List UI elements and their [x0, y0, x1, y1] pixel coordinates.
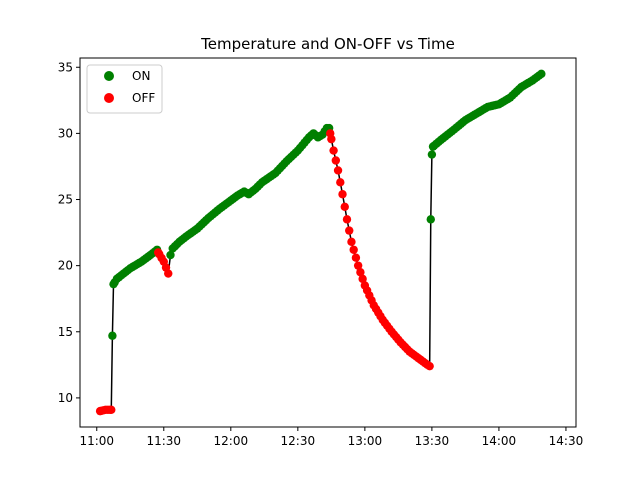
legend-box — [86, 64, 163, 114]
legend-label-off: OFF — [132, 91, 155, 105]
x-tick-label: 13:00 — [348, 434, 383, 448]
point-off — [107, 405, 116, 415]
axes-frame — [79, 57, 577, 428]
point-off — [358, 274, 367, 284]
y-axis: 10 15 20 25 30 35 — [58, 60, 80, 405]
legend-label-on: ON — [132, 69, 150, 83]
point-on — [426, 215, 435, 224]
data-points — [95, 69, 546, 416]
point-off — [327, 134, 336, 144]
point-off — [338, 190, 347, 199]
point-off — [329, 146, 338, 155]
point-on — [537, 69, 546, 79]
x-tick-label: 14:00 — [482, 434, 517, 448]
y-tick-label: 20 — [58, 259, 73, 273]
y-tick-label: 25 — [58, 193, 73, 207]
point-off — [356, 268, 365, 277]
point-off — [353, 261, 363, 270]
point-off — [164, 269, 173, 278]
point-off — [331, 156, 341, 165]
legend-marker-off — [104, 93, 114, 103]
point-off — [336, 178, 345, 187]
x-tick-label: 12:00 — [214, 434, 249, 448]
x-tick-label: 14:30 — [549, 434, 584, 448]
x-axis: 11:00 11:30 12:00 12:30 13:00 13:30 14:00 14:30 — [79, 427, 583, 448]
point-off — [345, 226, 354, 235]
x-tick-label: 12:30 — [281, 434, 316, 448]
point-off — [342, 215, 352, 224]
point-off — [425, 361, 434, 371]
point-off — [340, 202, 349, 211]
x-tick-label: 11:30 — [146, 434, 181, 448]
legend: ON OFF — [86, 64, 163, 114]
y-tick-label: 30 — [58, 126, 73, 140]
point-off — [349, 245, 358, 254]
x-tick-label: 11:00 — [79, 434, 114, 448]
point-off — [351, 253, 361, 262]
point-on — [427, 150, 437, 159]
plot-area — [79, 57, 577, 428]
point-off — [333, 166, 343, 175]
y-tick-label: 10 — [58, 391, 73, 405]
y-tick-label: 35 — [58, 60, 73, 74]
point-off — [347, 237, 356, 247]
x-tick-label: 13:30 — [415, 434, 450, 448]
legend-marker-on — [104, 71, 114, 81]
chart-title: Temperature and ON-OFF vs Time — [200, 35, 455, 53]
point-on — [166, 250, 175, 260]
point-on — [108, 331, 117, 340]
y-tick-label: 15 — [58, 325, 73, 339]
